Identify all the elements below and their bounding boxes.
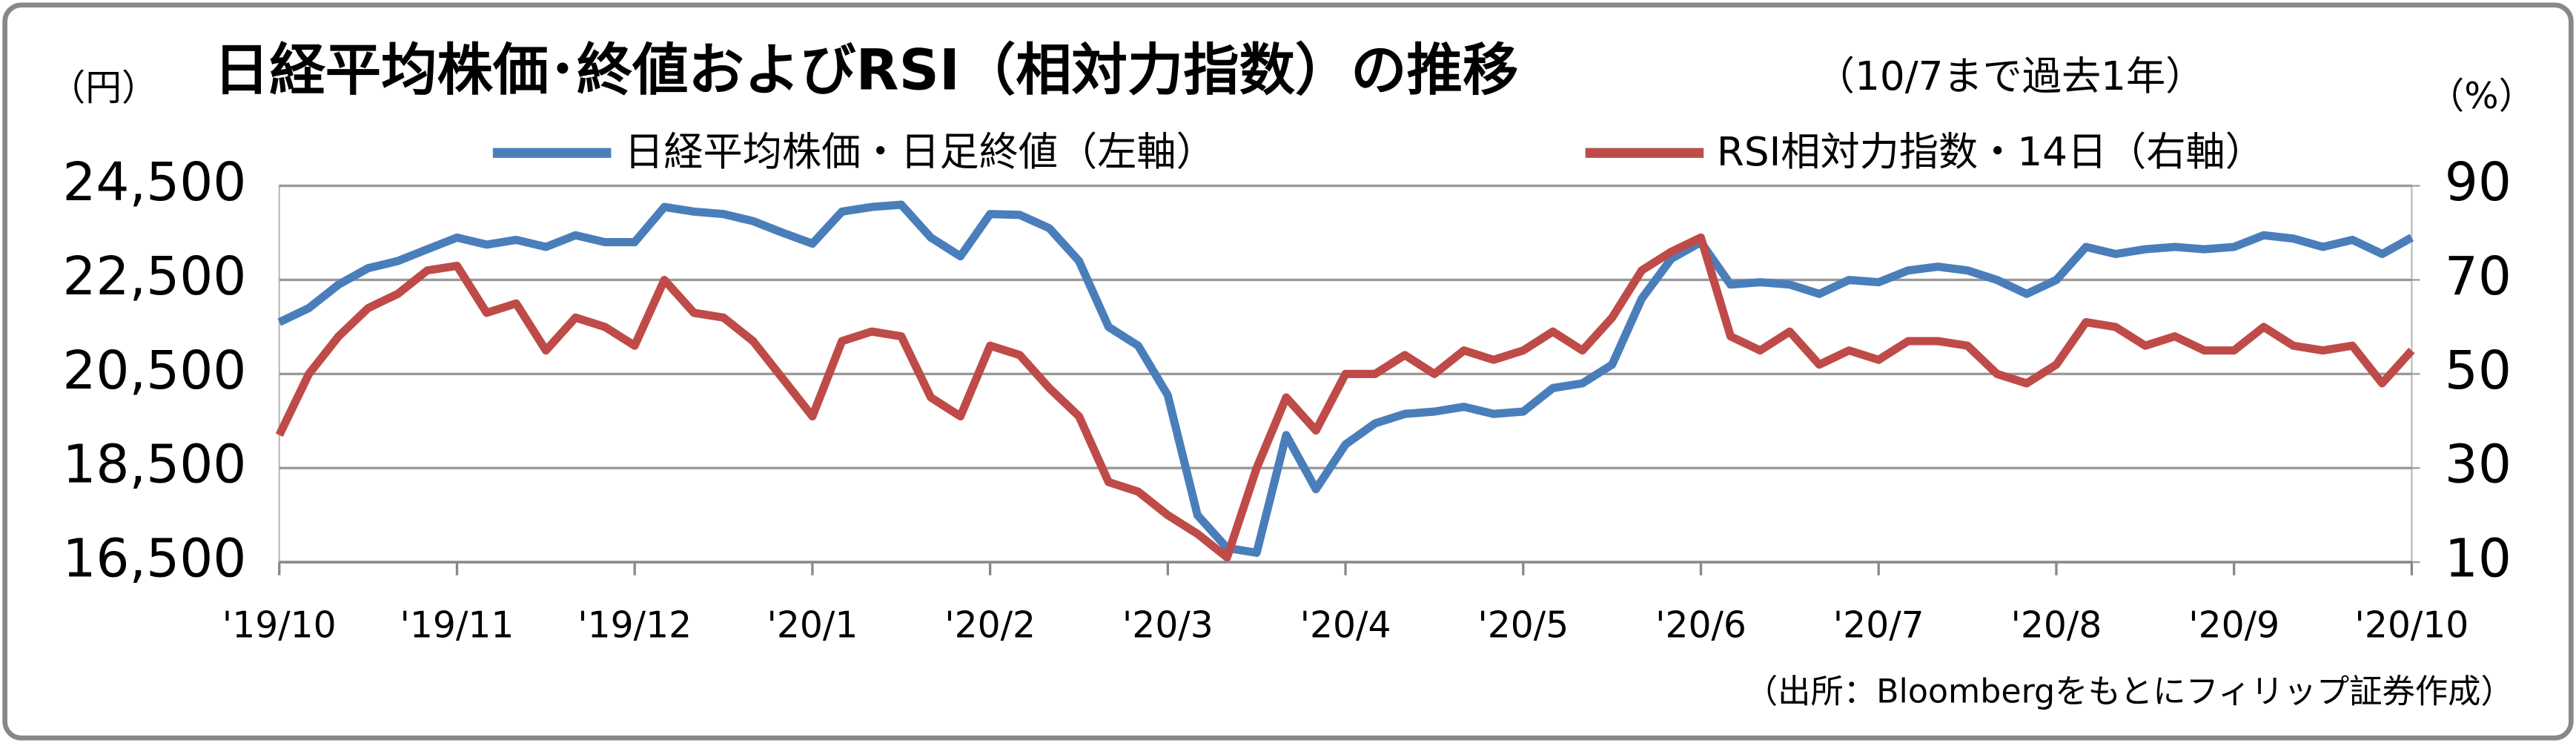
y-tick-label: 18,500 — [62, 434, 246, 495]
x-tick-label: '20/8 — [2011, 605, 2102, 647]
x-tick-label: '19/10 — [222, 605, 337, 647]
y-tick-label: 16,500 — [62, 528, 246, 590]
y2-tick-label: 70 — [2445, 245, 2512, 307]
legend-label: 日経平均株価・日足終値（左軸） — [624, 129, 1216, 175]
series-line — [277, 200, 2414, 557]
x-tick-label: '20/1 — [766, 605, 858, 647]
y-axis-label: （円） — [49, 67, 157, 109]
x-tick-label: '20/4 — [1300, 605, 1391, 647]
y-tick-label: 22,500 — [62, 245, 246, 307]
x-tick-label: '19/11 — [400, 605, 514, 647]
x-tick-label: '20/7 — [1833, 605, 1924, 647]
chart-subtitle: （10/7まで過去1年） — [1815, 53, 2205, 99]
y2-tick-label: 50 — [2445, 340, 2512, 401]
y2-axis-label: （%） — [2428, 76, 2535, 117]
x-tick-label: '20/6 — [1655, 605, 1746, 647]
x-tick-label: '20/2 — [944, 605, 1036, 647]
x-tick-label: '20/10 — [2354, 605, 2469, 647]
x-tick-label: '20/5 — [1477, 605, 1569, 647]
legend-label: RSI相対力指数・14日（右軸） — [1717, 129, 2265, 175]
y2-tick-label: 30 — [2445, 434, 2512, 495]
y-tick-label: 24,500 — [62, 151, 246, 213]
source-note: （出所：Bloombergをもとにフィリップ証券作成） — [1745, 673, 2514, 710]
x-tick-label: '20/3 — [1122, 605, 1213, 647]
chart-title: 日経平均株価･終値およびRSI（相対力指数）の推移 — [213, 37, 1518, 102]
y-tick-label: 20,500 — [62, 340, 246, 401]
y2-tick-label: 10 — [2445, 528, 2512, 590]
x-tick-label: '19/12 — [577, 605, 692, 647]
y2-tick-label: 90 — [2445, 151, 2512, 213]
series-line — [275, 233, 2415, 562]
x-tick-label: '20/9 — [2188, 605, 2279, 647]
